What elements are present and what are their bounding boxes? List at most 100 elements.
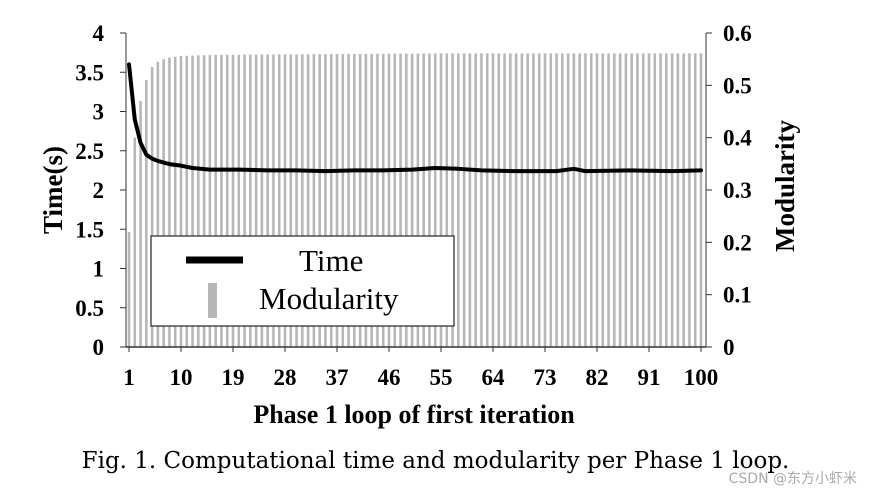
modularity-bar	[387, 53, 391, 347]
x-tick-label: 100	[684, 365, 719, 390]
x-tick-label: 82	[586, 365, 609, 390]
modularity-bar	[572, 53, 576, 347]
modularity-bar	[676, 53, 680, 347]
modularity-bar	[364, 53, 368, 348]
modularity-bar	[306, 54, 310, 348]
left-tick-label: 3.5	[75, 60, 104, 85]
watermark: CSDN @东方小虾米	[728, 471, 857, 487]
modularity-bar	[347, 53, 350, 347]
modularity-bar	[428, 53, 431, 347]
right-y-ticks: 0 0.1 0.2 0.3 0.4 0.5 0.6	[706, 21, 752, 360]
modularity-bar	[399, 53, 402, 348]
modularity-bar	[370, 53, 373, 347]
legend-modularity-label: Modularity	[259, 281, 399, 316]
left-tick-label: 2	[93, 178, 105, 203]
x-tick-label: 46	[378, 365, 401, 390]
modularity-bar	[318, 54, 321, 347]
modularity-bar	[358, 53, 362, 348]
x-tick-label: 10	[170, 365, 193, 390]
modularity-bar	[584, 53, 587, 347]
modularity-bar	[549, 53, 553, 347]
modularity-bar	[283, 54, 287, 347]
modularity-bar	[607, 53, 610, 347]
modularity-bar	[266, 54, 269, 348]
modularity-bar	[451, 53, 454, 347]
modularity-bar	[197, 55, 200, 348]
modularity-bar	[301, 54, 304, 347]
modularity-bar	[220, 54, 223, 347]
modularity-bar	[410, 53, 414, 347]
modularity-bar	[682, 53, 685, 347]
left-tick-label: 0	[93, 335, 105, 360]
modularity-bar	[277, 54, 281, 347]
modularity-bar	[647, 53, 651, 347]
modularity-bar	[613, 53, 616, 347]
modularity-bar	[231, 54, 235, 348]
modularity-bar	[393, 53, 397, 347]
modularity-bar	[665, 53, 668, 347]
modularity-bar	[145, 80, 148, 347]
right-tick-label: 0.1	[723, 283, 752, 308]
left-tick-label: 0.5	[75, 296, 104, 321]
modularity-bar	[272, 54, 275, 348]
modularity-bar	[468, 53, 472, 347]
legend: Time Modularity	[150, 235, 455, 327]
modularity-bar	[168, 57, 171, 347]
x-axis-label: Phase 1 loop of first iteration	[253, 400, 575, 429]
modularity-bar	[653, 53, 657, 347]
modularity-bar	[439, 53, 443, 347]
modularity-bar	[624, 53, 628, 347]
modularity-bar	[405, 53, 408, 348]
modularity-bar	[150, 67, 154, 348]
modularity-bar	[381, 53, 385, 347]
modularity-bar	[208, 54, 212, 347]
modularity-bar	[595, 53, 599, 347]
modularity-bars	[127, 53, 703, 348]
left-tick-label: 1	[93, 257, 105, 282]
modularity-bar	[485, 53, 489, 347]
modularity-bar	[162, 59, 165, 348]
modularity-bar	[295, 54, 298, 347]
modularity-bar	[497, 53, 501, 347]
modularity-bar	[457, 53, 460, 347]
modularity-bar	[514, 53, 518, 347]
modularity-bar	[509, 53, 512, 347]
modularity-bar	[341, 54, 345, 347]
right-tick-label: 0.6	[723, 21, 752, 46]
modularity-bar	[491, 53, 495, 347]
x-tick-label: 28	[274, 365, 297, 390]
legend-modularity-swatch	[208, 283, 217, 318]
right-tick-label: 0.3	[723, 178, 752, 203]
x-tick-label: 37	[326, 365, 349, 390]
modularity-bar	[445, 53, 449, 347]
modularity-bar	[630, 53, 633, 347]
left-tick-label: 2.5	[75, 139, 104, 164]
modularity-bar	[249, 54, 252, 348]
modularity-bar	[561, 53, 564, 347]
modularity-bar	[289, 54, 293, 347]
legend-box	[150, 235, 455, 327]
modularity-bar	[312, 54, 316, 348]
modularity-bar	[214, 54, 217, 348]
modularity-bar	[173, 56, 177, 348]
modularity-bar	[462, 53, 466, 347]
x-ticks: 1 10 19 28 37 46 55 64 73 82 91 100	[123, 347, 718, 390]
modularity-bar	[237, 54, 241, 347]
modularity-bar	[537, 53, 541, 347]
x-tick-label: 1	[123, 365, 135, 390]
y2-axis-label: Modularity	[770, 120, 800, 252]
modularity-bar	[589, 53, 593, 347]
x-tick-label: 91	[638, 365, 661, 390]
modularity-bar	[520, 53, 524, 347]
modularity-bar	[555, 53, 558, 347]
modularity-bar	[503, 53, 506, 347]
right-tick-label: 0	[723, 335, 735, 360]
figure-caption: Fig. 1. Computational time and modularit…	[81, 448, 790, 474]
modularity-bar	[225, 54, 229, 347]
modularity-bar	[699, 53, 703, 347]
modularity-bar	[179, 56, 183, 347]
modularity-bar	[185, 55, 189, 347]
modularity-bar	[566, 53, 570, 347]
modularity-bar	[202, 55, 206, 347]
modularity-bar	[601, 53, 605, 347]
